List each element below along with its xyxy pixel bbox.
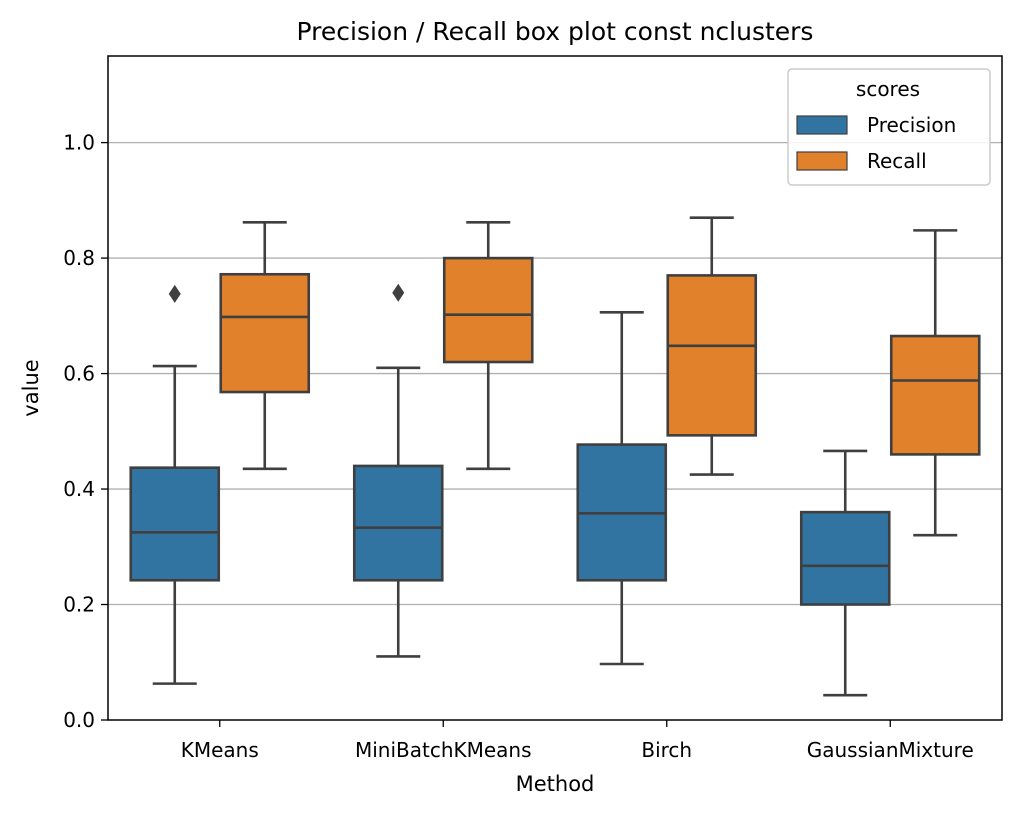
legend-title: scores	[856, 77, 920, 101]
y-tick-label: 0.2	[63, 593, 95, 617]
y-tick-label: 0.6	[63, 362, 95, 386]
x-axis-title: Method	[516, 772, 595, 796]
box-recall-birch	[666, 216, 758, 476]
outlier-point	[168, 284, 181, 303]
x-tick-label: GaussianMixture	[807, 738, 974, 762]
outlier-point	[392, 283, 405, 302]
y-tick-label: 0.0	[63, 708, 95, 732]
chart-title: Precision / Recall box plot const nclust…	[297, 17, 814, 46]
iqr-box	[442, 256, 534, 364]
box-recall-minibatchkmeans	[442, 220, 534, 471]
y-tick-label: 0.8	[63, 246, 95, 270]
iqr-box	[129, 466, 221, 582]
plot-boxes	[129, 216, 981, 697]
x-tick-label: Birch	[641, 738, 692, 762]
legend-label-precision: Precision	[867, 113, 956, 137]
x-axis: KMeans MiniBatchKMeans Birch GaussianMixtur…	[181, 720, 974, 762]
x-tick-label: MiniBatchKMeans	[355, 738, 532, 762]
legend-swatch-recall	[796, 151, 848, 171]
y-tick-label: 0.4	[63, 477, 95, 501]
y-axis-title: value	[19, 359, 43, 416]
iqr-box	[799, 510, 891, 606]
iqr-box	[352, 464, 444, 582]
box-precision-kmeans	[129, 284, 221, 685]
box-precision-gaussianmixture	[799, 449, 891, 697]
y-axis: 0.0 0.2 0.4 0.6 0.8 1.0	[63, 131, 108, 732]
y-tick-label: 1.0	[63, 131, 95, 155]
box-recall-kmeans	[219, 220, 311, 471]
iqr-box	[219, 272, 311, 394]
x-tick-label: KMeans	[181, 738, 259, 762]
iqr-box	[889, 334, 981, 456]
legend-swatch-precision	[796, 115, 848, 135]
legend-label-recall: Recall	[867, 149, 927, 173]
legend: scores Precision Recall	[787, 68, 991, 186]
box-precision-minibatchkmeans	[352, 283, 444, 658]
box-precision-birch	[576, 311, 668, 666]
iqr-box	[666, 274, 758, 437]
box-recall-gaussianmixture	[889, 229, 981, 537]
plot-frame	[107, 55, 1003, 721]
